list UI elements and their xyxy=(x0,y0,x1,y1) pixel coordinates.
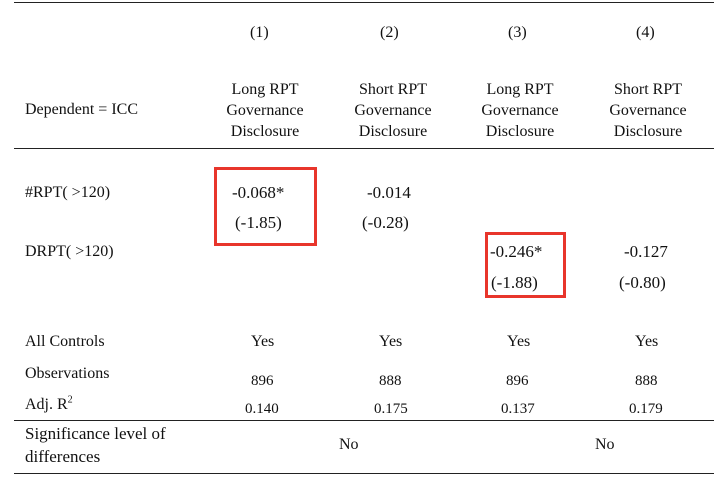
header-rule xyxy=(14,148,714,149)
column-header-3-line2: Governance xyxy=(481,102,559,119)
rpt-coef-col1: -0.068* xyxy=(232,183,285,202)
column-header-4-line3: Disclosure xyxy=(613,123,683,140)
drpt-coef-col4: -0.127 xyxy=(624,242,668,261)
rpt-tstat-col2: (-0.28) xyxy=(362,213,409,232)
highlight-box-drpt-col3 xyxy=(485,232,566,298)
column-number-3: (3) xyxy=(508,24,527,41)
adjr2-col1: 0.140 xyxy=(245,401,279,417)
adjr2-col2: 0.175 xyxy=(374,401,408,417)
significance-rule xyxy=(14,420,714,421)
row-label-significance-line2: differences xyxy=(25,447,101,466)
bottom-rule xyxy=(14,473,714,474)
observations-col2: 888 xyxy=(379,373,402,389)
column-number-2: (2) xyxy=(380,24,399,41)
highlight-box-rpt-col1 xyxy=(214,167,317,246)
column-header-3-line1: Long RPT xyxy=(486,81,554,98)
column-header-1-line1: Long RPT xyxy=(231,81,299,98)
column-header-2-line2: Governance xyxy=(354,102,432,119)
significance-cols-3-4: No xyxy=(595,436,615,453)
dependent-label: Dependent = ICC xyxy=(25,101,138,118)
controls-col3: Yes xyxy=(507,333,531,350)
drpt-tstat-col3: (-1.88) xyxy=(491,273,538,292)
significance-cols-1-2: No xyxy=(339,436,359,453)
observations-col4: 888 xyxy=(635,373,658,389)
controls-col2: Yes xyxy=(379,333,403,350)
column-header-3-line3: Disclosure xyxy=(485,123,555,140)
column-header-2-line3: Disclosure xyxy=(358,123,428,140)
column-header-1-line2: Governance xyxy=(226,102,304,119)
drpt-tstat-col4: (-0.80) xyxy=(619,273,666,292)
column-number-4: (4) xyxy=(636,24,655,41)
observations-col3: 896 xyxy=(506,373,529,389)
row-label-significance-line1: Significance level of xyxy=(25,424,166,443)
column-header-3: Long RPT Governance Disclosure xyxy=(465,79,575,142)
column-header-4: Short RPT Governance Disclosure xyxy=(593,79,703,142)
row-label-rpt: #RPT( >120) xyxy=(25,184,111,201)
top-rule xyxy=(14,2,714,3)
adjr2-col4: 0.179 xyxy=(629,401,663,417)
drpt-coef-col3: -0.246* xyxy=(490,242,543,261)
column-header-2: Short RPT Governance Disclosure xyxy=(338,79,448,142)
rpt-tstat-col1: (-1.85) xyxy=(235,213,282,232)
row-label-drpt: DRPT( >120) xyxy=(25,243,114,260)
column-header-1: Long RPT Governance Disclosure xyxy=(210,79,320,142)
controls-col1: Yes xyxy=(251,333,275,350)
row-label-controls: All Controls xyxy=(25,333,105,350)
observations-col1: 896 xyxy=(251,373,274,389)
column-header-4-line2: Governance xyxy=(609,102,687,119)
adjr2-label-text: Adj. R xyxy=(25,396,68,413)
adjr2-superscript: 2 xyxy=(67,394,73,406)
row-label-observations: Observations xyxy=(25,365,110,382)
column-header-4-line1: Short RPT xyxy=(613,81,682,98)
column-header-2-line1: Short RPT xyxy=(358,81,427,98)
controls-col4: Yes xyxy=(635,333,659,350)
row-label-adjr2: Adj. R2 xyxy=(25,394,73,413)
column-number-1: (1) xyxy=(250,24,269,41)
column-header-1-line3: Disclosure xyxy=(230,123,300,140)
rpt-coef-col2: -0.014 xyxy=(367,183,411,202)
adjr2-col3: 0.137 xyxy=(501,401,535,417)
